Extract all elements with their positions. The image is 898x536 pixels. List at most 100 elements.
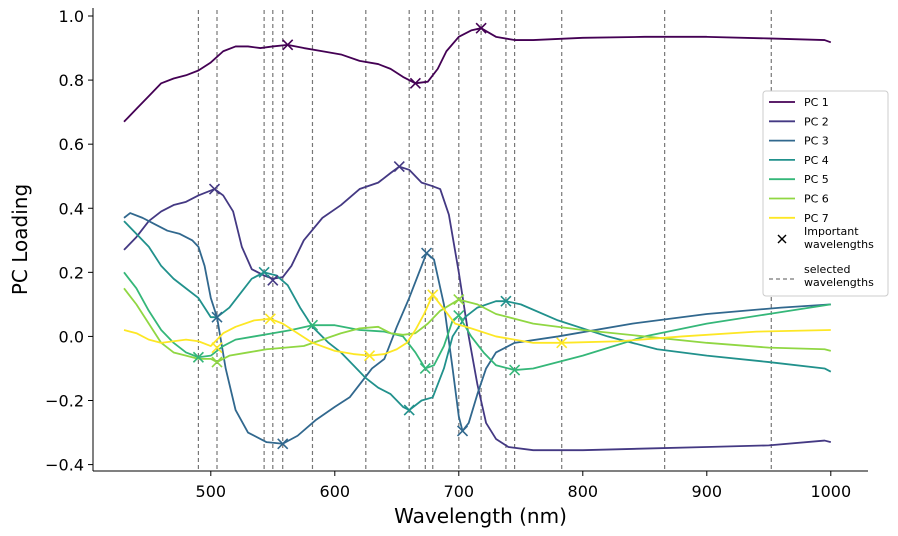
marker-stroke [306, 319, 319, 331]
x-tick-label: 800 [568, 482, 599, 501]
y-tick-label: −0.4 [45, 456, 84, 475]
series-line-pc3 [123, 212, 831, 445]
legend-item-pc5: PC 5 [769, 173, 829, 186]
legend-item-selected: selected wavelengths [769, 263, 874, 289]
legend-label: PC 7 [804, 212, 829, 225]
y-tick-label: 0.4 [59, 199, 84, 218]
y-tick-label: 0.8 [59, 71, 84, 90]
y-tick-label: 0.0 [59, 327, 84, 346]
y-tick-label: 0.2 [59, 263, 84, 282]
legend-label-line: selected [804, 263, 850, 276]
marker-stroke [277, 438, 289, 450]
legend-item-pc1: PC 1 [769, 96, 829, 109]
important-marker-pc1 [282, 39, 294, 51]
marker-stroke [192, 351, 204, 363]
marker-stroke [211, 311, 223, 323]
legend-item-pc4: PC 4 [769, 154, 829, 167]
series-line-pc2 [123, 165, 832, 452]
legend-item-important: Important wavelengths [777, 225, 874, 251]
marker-stroke [427, 289, 439, 301]
marker-stroke [509, 364, 521, 376]
important-marker-pc3 [277, 438, 289, 450]
important-marker-pc5 [192, 351, 204, 363]
important-marker-pc1 [475, 22, 487, 34]
marker-stroke [393, 161, 405, 173]
legend-label: selected wavelengths [804, 263, 874, 289]
important-marker-pc3 [211, 311, 223, 323]
legend-frame [762, 90, 889, 297]
important-marker-pc6 [453, 294, 465, 306]
legend-item-pc2: PC 2 [769, 115, 829, 128]
important-marker-pc5 [453, 310, 465, 322]
important-marker-pc3 [456, 425, 469, 437]
legend-label: PC 1 [804, 96, 829, 109]
important-wavelength-markers [192, 22, 568, 450]
x-tick-label: 600 [320, 482, 351, 501]
legend-label: Important wavelengths [804, 225, 874, 251]
y-axis-label: PC Loading [8, 184, 32, 295]
important-marker-pc2 [267, 274, 279, 286]
legend-label: PC 5 [804, 173, 829, 186]
important-marker-pc5 [306, 319, 319, 331]
important-marker-pc4 [258, 266, 270, 278]
important-marker-pc1 [409, 77, 421, 89]
x-axis-label: Wavelength (nm) [394, 504, 567, 528]
series-line-pc4 [123, 220, 832, 412]
important-marker-pc5 [509, 364, 521, 376]
x-tick-label: 500 [196, 482, 227, 501]
marker-stroke [282, 39, 294, 51]
marker-stroke [453, 310, 465, 322]
important-marker-pc7 [556, 337, 568, 349]
important-marker-pc7 [363, 350, 376, 362]
legend-marker-x [777, 234, 787, 244]
important-marker-pc7 [211, 342, 223, 354]
series-line-pc7 [123, 293, 831, 357]
legend-label-line: wavelengths [804, 238, 874, 251]
marker-stroke [363, 350, 376, 362]
legend-label: PC 2 [804, 115, 829, 128]
legend-label-line: wavelengths [804, 276, 874, 289]
important-marker-pc7 [264, 313, 276, 325]
marker-stroke [420, 247, 433, 259]
series-line-pc1 [123, 27, 832, 123]
important-marker-pc5 [419, 362, 431, 375]
marker-stroke [475, 22, 487, 34]
important-marker-pc2 [393, 161, 405, 173]
marker-stroke [453, 294, 465, 306]
legend-item-pc3: PC 3 [769, 135, 829, 148]
x-tick-label: 900 [692, 482, 723, 501]
selected-wavelength-lines [197, 10, 772, 471]
important-marker-pc3 [420, 247, 433, 259]
series-lines [123, 27, 832, 452]
legend-item-pc7: PC 7 [769, 212, 829, 225]
marker-stroke [267, 274, 279, 286]
marker-stroke [258, 266, 270, 278]
important-marker-pc6 [211, 356, 223, 368]
marker-stroke [211, 342, 223, 354]
marker-stroke [264, 313, 276, 325]
marker-stroke [208, 183, 221, 195]
legend-label-line: Important [804, 225, 859, 238]
legend-label: PC 4 [804, 154, 829, 167]
y-tick-label: 1.0 [59, 7, 84, 26]
important-marker-pc2 [208, 183, 221, 195]
x-tick-label: 700 [444, 482, 475, 501]
marker-stroke [419, 362, 431, 375]
y-tick-label: 0.6 [59, 135, 84, 154]
marker-stroke [403, 404, 415, 416]
x-tick-label: 1000 [810, 482, 851, 501]
legend-item-pc6: PC 6 [769, 193, 829, 206]
important-marker-pc4 [403, 404, 415, 416]
marker-stroke [556, 337, 568, 349]
series-line-pc6 [123, 287, 832, 363]
y-tick-label: −0.2 [45, 392, 84, 411]
marker-stroke [500, 295, 512, 307]
marker-stroke [211, 356, 223, 368]
marker-stroke [456, 425, 469, 437]
axes: 500 600 700 800 900 1000 −0.4 −0.2 0.0 0.2 0.4 0.6 0… [45, 7, 868, 501]
important-marker-pc7 [427, 289, 439, 301]
legend-label: PC 6 [804, 193, 829, 206]
marker-stroke [409, 77, 421, 89]
